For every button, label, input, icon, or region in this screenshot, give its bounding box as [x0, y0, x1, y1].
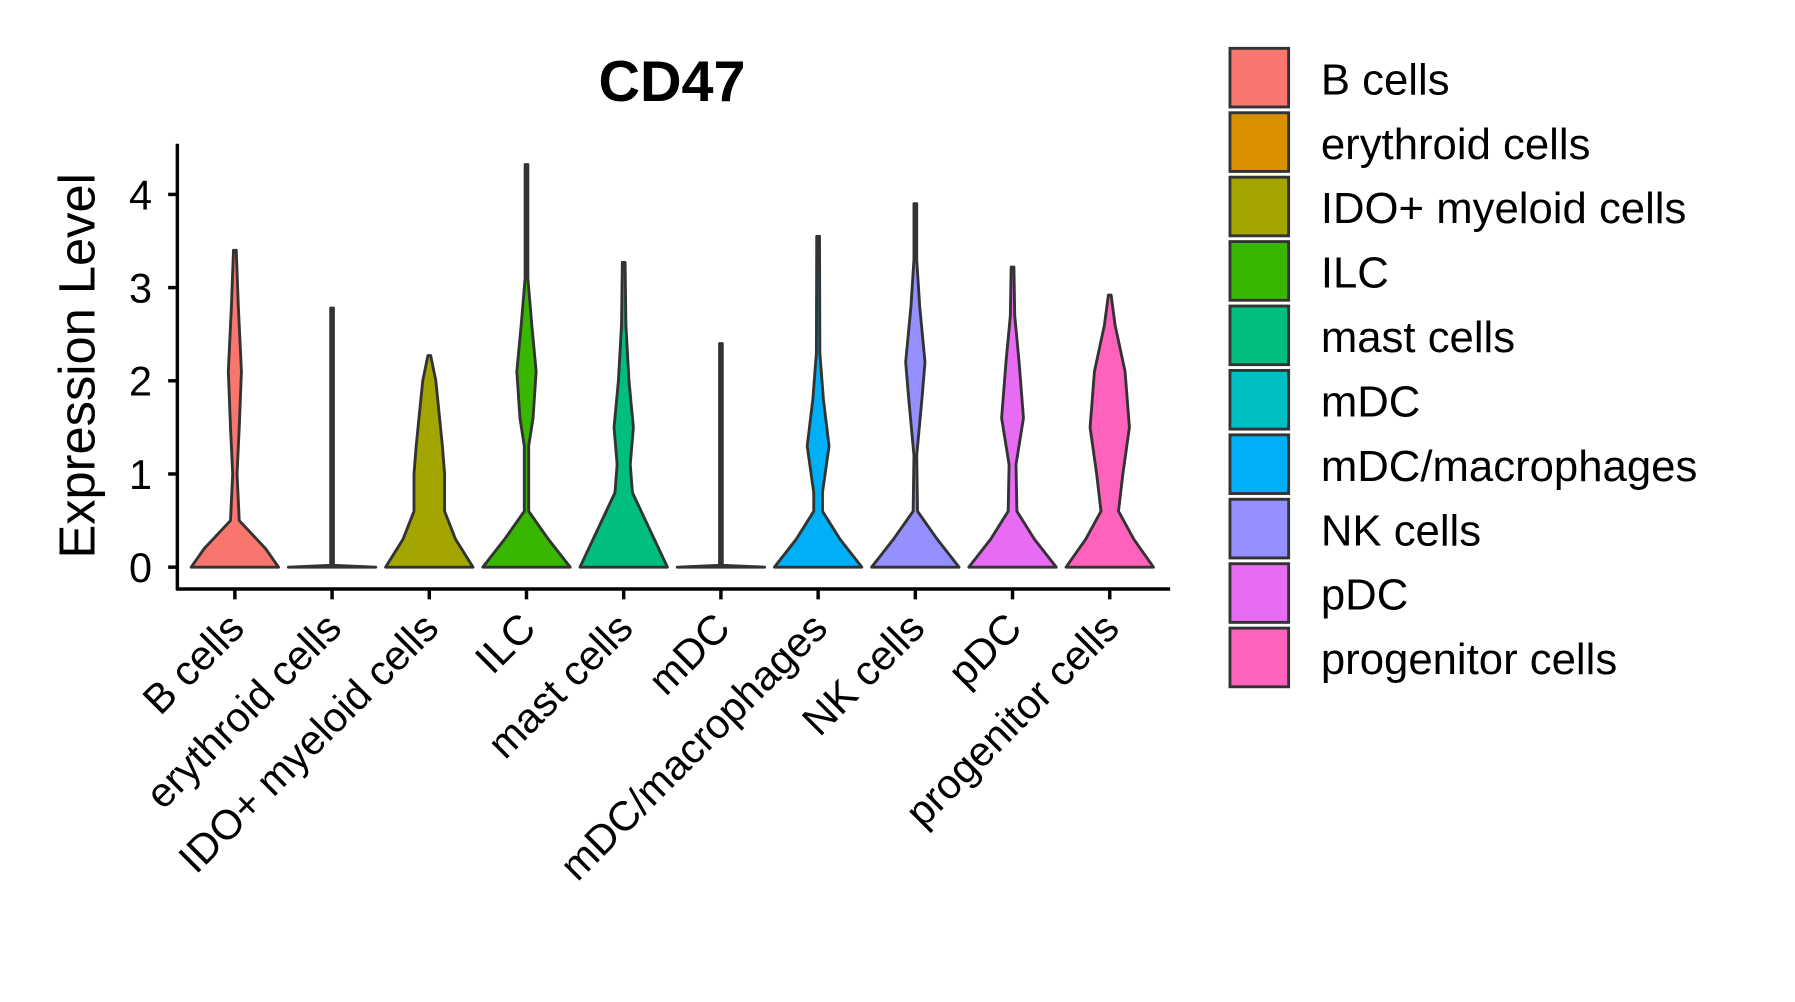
violin-5: [675, 342, 767, 569]
violin-1: [286, 306, 378, 569]
legend-label: progenitor cells: [1321, 635, 1617, 684]
legend-label: NK cells: [1321, 506, 1481, 555]
violin-9: [1064, 293, 1155, 569]
y-axis-label: Expression Level: [49, 173, 106, 558]
legend-swatch: [1228, 175, 1291, 238]
legend: B cells erythroid cells IDO+ myeloid cells…: [1228, 46, 1697, 689]
legend-swatch: [1228, 562, 1291, 624]
y-tick-label: 3: [129, 266, 152, 312]
legend-label: mDC/macrophages: [1321, 442, 1697, 491]
y-tick-label: 2: [129, 359, 152, 405]
legend-swatch: [1228, 46, 1291, 109]
violin-3: [481, 163, 572, 569]
y-tick-label: 1: [129, 452, 152, 498]
legend-swatch: [1228, 368, 1291, 431]
legend-label: mast cells: [1321, 313, 1515, 362]
violin-4: [578, 260, 669, 569]
legend-label: mDC: [1321, 377, 1421, 426]
legend-swatch: [1228, 433, 1291, 495]
violin-6: [772, 234, 864, 569]
violins: [189, 163, 1155, 569]
violin-7: [870, 202, 961, 569]
legend-label: B cells: [1321, 55, 1450, 104]
legend-label: erythroid cells: [1321, 120, 1591, 169]
violin-2: [384, 354, 475, 569]
legend-swatch: [1228, 497, 1291, 560]
violin-8: [967, 265, 1058, 569]
legend-swatch: [1228, 304, 1291, 367]
legend-swatch: [1228, 240, 1291, 302]
x-tick-label: ILC: [466, 604, 544, 682]
violin-0: [189, 248, 281, 569]
legend-swatch: [1228, 111, 1291, 173]
legend-label: pDC: [1321, 571, 1408, 620]
legend-label: IDO+ myeloid cells: [1321, 184, 1687, 233]
y-tick-label: 4: [129, 172, 152, 218]
legend-label: ILC: [1321, 249, 1389, 298]
legend-swatch: [1228, 626, 1291, 689]
y-tick-label: 0: [129, 545, 152, 591]
chart-title: CD47: [598, 50, 745, 114]
